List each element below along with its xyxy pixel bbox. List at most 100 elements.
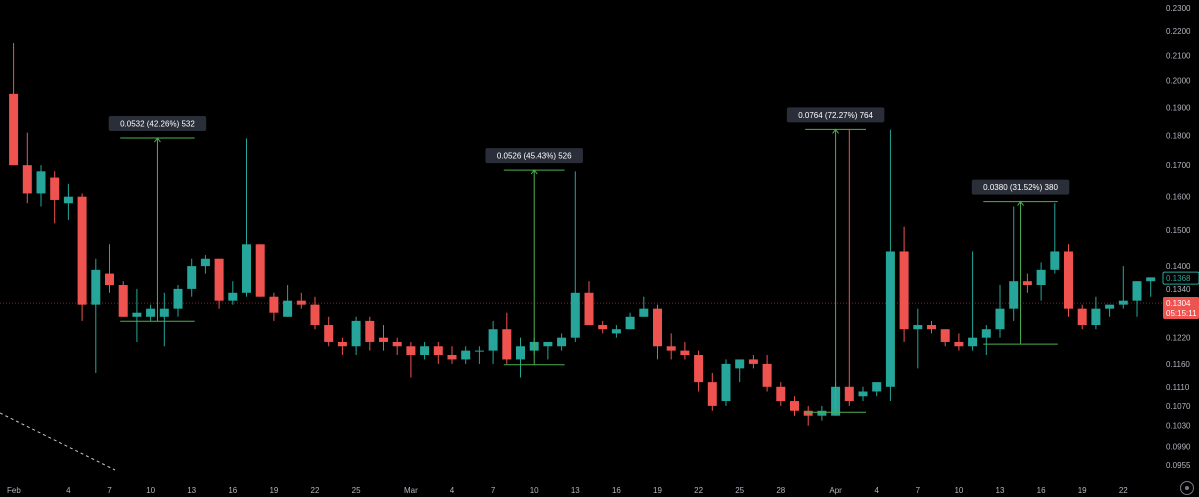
candle-body[interactable] <box>63 196 73 204</box>
candle-body[interactable] <box>22 165 32 194</box>
candle-body[interactable] <box>1105 304 1115 309</box>
candle-body[interactable] <box>283 300 293 317</box>
candle-body[interactable] <box>1064 251 1073 309</box>
candle-body[interactable] <box>598 325 608 330</box>
candle-body[interactable] <box>187 266 197 289</box>
candle-body[interactable] <box>913 325 923 330</box>
price-tick-label: 0.0955 <box>1166 461 1191 470</box>
price-tick-label: 0.1030 <box>1166 422 1191 431</box>
candle-body[interactable] <box>940 329 950 342</box>
candle-body[interactable] <box>570 292 580 338</box>
candle-body[interactable] <box>1050 251 1060 270</box>
candle-body[interactable] <box>611 329 621 334</box>
candle-body[interactable] <box>721 363 731 402</box>
candle-body[interactable] <box>214 258 224 301</box>
candle-body[interactable] <box>995 308 1005 330</box>
time-tick-label: Feb <box>7 486 21 495</box>
candle-body[interactable] <box>1146 277 1156 282</box>
candle-body[interactable] <box>118 285 128 317</box>
candle-body[interactable] <box>625 316 635 330</box>
candle-body[interactable] <box>968 337 978 347</box>
candle-body[interactable] <box>242 244 251 293</box>
measure-label-box <box>108 116 207 132</box>
time-tick-label: 4 <box>66 486 71 495</box>
time-tick-label: 10 <box>530 486 539 495</box>
candle-body[interactable] <box>433 346 443 356</box>
candle-body[interactable] <box>337 341 347 347</box>
candle-body[interactable] <box>365 320 375 342</box>
candle-body[interactable] <box>543 341 553 347</box>
candle-body[interactable] <box>817 410 827 416</box>
candle-body[interactable] <box>461 350 471 360</box>
candle-body[interactable] <box>927 325 936 330</box>
candle-body[interactable] <box>406 346 416 356</box>
candle-body[interactable] <box>200 258 210 267</box>
candle-body[interactable] <box>310 304 320 326</box>
candle-body[interactable] <box>872 382 882 392</box>
candle-body[interactable] <box>488 329 498 351</box>
candle-body[interactable] <box>1091 308 1101 326</box>
candle-body[interactable] <box>77 196 87 305</box>
price-tick-label: 0.1400 <box>1166 262 1191 271</box>
candle-body[interactable] <box>885 251 895 387</box>
candle-body[interactable] <box>420 346 430 356</box>
settings-icon[interactable] <box>1180 481 1194 495</box>
candle-body[interactable] <box>776 386 786 402</box>
candle-body[interactable] <box>324 325 334 342</box>
candle-body[interactable] <box>639 308 649 317</box>
measure-label-box <box>485 148 583 164</box>
candle-body[interactable] <box>899 251 909 330</box>
candle-body[interactable] <box>735 359 745 369</box>
current-price-label: 0.1304 <box>1166 299 1191 308</box>
candle-body[interactable] <box>474 350 484 352</box>
candle-body[interactable] <box>351 320 361 347</box>
candle-body[interactable] <box>748 359 758 364</box>
candle-body[interactable] <box>159 308 169 317</box>
candle-body[interactable] <box>255 244 265 297</box>
candle-body[interactable] <box>9 93 19 166</box>
candle-body[interactable] <box>680 350 690 356</box>
candle-body[interactable] <box>36 171 46 194</box>
candle-body[interactable] <box>392 341 402 347</box>
candle-body[interactable] <box>1077 308 1087 326</box>
candle-body[interactable] <box>447 355 457 360</box>
candle-body[interactable] <box>228 292 238 301</box>
candle-body[interactable] <box>50 177 60 200</box>
candle-body[interactable] <box>1009 281 1019 309</box>
candle-body[interactable] <box>379 337 388 342</box>
dashed-trend-line[interactable] <box>0 412 116 471</box>
candle-body[interactable] <box>1132 281 1142 301</box>
candle-body[interactable] <box>91 269 101 305</box>
candle-body[interactable] <box>844 386 854 402</box>
candle-body[interactable] <box>762 363 772 387</box>
time-tick-label: 22 <box>694 486 703 495</box>
candle-body[interactable] <box>584 292 594 326</box>
candle-body[interactable] <box>516 346 525 360</box>
candle-body[interactable] <box>1118 300 1128 305</box>
candle-body[interactable] <box>173 288 183 309</box>
price-tick-label: 0.2200 <box>1166 27 1191 36</box>
candle-body[interactable] <box>557 337 567 347</box>
candle-body[interactable] <box>105 273 114 286</box>
candle-body[interactable] <box>132 312 142 317</box>
candle-body[interactable] <box>269 296 279 313</box>
candle-body[interactable] <box>694 355 704 383</box>
candle-body[interactable] <box>858 391 868 397</box>
candle-body[interactable] <box>146 308 156 317</box>
candle-body[interactable] <box>954 341 964 347</box>
candle-body[interactable] <box>296 300 306 305</box>
candle-body[interactable] <box>1036 269 1046 286</box>
time-tick-label: 13 <box>187 486 196 495</box>
candle-body[interactable] <box>1022 281 1032 286</box>
candle-body[interactable] <box>502 329 512 360</box>
candle-body[interactable] <box>707 382 717 406</box>
candle-body[interactable] <box>803 410 813 416</box>
candle-body[interactable] <box>981 329 991 338</box>
time-tick-label: 22 <box>311 486 320 495</box>
candle-body[interactable] <box>666 346 676 351</box>
time-tick-label: 13 <box>571 486 580 495</box>
candle-body[interactable] <box>790 401 799 411</box>
time-tick-label: 16 <box>228 486 237 495</box>
candle-body[interactable] <box>653 308 662 347</box>
